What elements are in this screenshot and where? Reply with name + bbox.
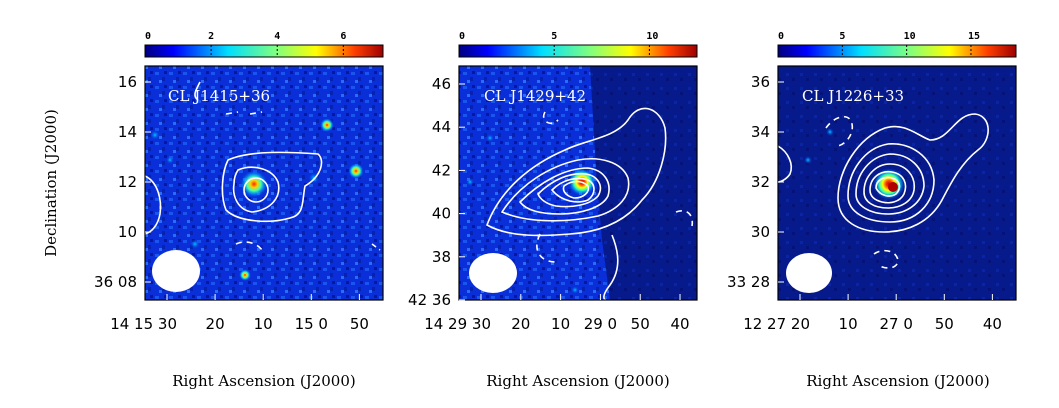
contours xyxy=(777,113,989,269)
x-tick-label: 14 29 30 xyxy=(424,315,491,333)
x-tick-label: 40 xyxy=(983,315,1002,333)
colorbar-tick-label: 0 xyxy=(145,31,151,42)
y-tick-label: 36 xyxy=(751,73,770,91)
x-axis-title: Right Ascension (J2000) xyxy=(806,372,989,390)
y-tick-label: 38 xyxy=(432,248,451,266)
x-tick-label: 20 xyxy=(206,315,225,333)
y-tick-labels: 42 36 38 40 42 44 46 xyxy=(408,75,465,309)
colorbar-tick-label: 6 xyxy=(340,31,346,42)
x-tick-label: 15 0 xyxy=(295,315,328,333)
panel-cl-j1226: 0 5 10 15 12 27 20 10 27 0 50 40 33 2830323436 … xyxy=(727,31,1017,390)
x-axis-title: Right Ascension (J2000) xyxy=(486,372,669,390)
y-axis-title: Declination (J2000) xyxy=(42,109,60,257)
x-axis-title: Right Ascension (J2000) xyxy=(172,372,355,390)
colorbar-tick-label: 5 xyxy=(551,31,557,42)
dark-region xyxy=(590,66,697,300)
y-tick-labels: 33 28 30 32 34 36 xyxy=(727,73,784,291)
colorbar xyxy=(144,44,384,58)
y-tick-label: 44 xyxy=(432,118,451,136)
x-tick-labels: 12 27 20 10 27 0 50 40 xyxy=(743,294,1002,333)
x-tick-label: 10 xyxy=(551,315,570,333)
x-tick-label: 50 xyxy=(935,315,954,333)
y-tick-label: 36 08 xyxy=(94,273,137,291)
x-tick-labels: 14 29 30 20 10 29 0 50 40 xyxy=(424,294,690,333)
frame xyxy=(777,65,1017,301)
colorbar xyxy=(458,44,698,58)
x-tick-label: 12 27 20 xyxy=(743,315,810,333)
colorbar-tick-label: 15 xyxy=(968,31,980,42)
x-tick-label: 50 xyxy=(631,315,650,333)
y-tick-label: 40 xyxy=(432,205,451,223)
y-tick-labels: 36 08 10 12 14 16 xyxy=(94,73,151,291)
x-tick-label: 29 0 xyxy=(584,315,617,333)
colorbar-tick-label: 10 xyxy=(904,31,916,42)
x-tick-label: 27 0 xyxy=(879,315,912,333)
y-tick-label: 12 xyxy=(118,173,137,191)
y-tick-label: 42 36 xyxy=(408,291,451,309)
x-tick-label: 50 xyxy=(350,315,369,333)
colorbar xyxy=(777,44,1017,58)
colorbar-ticks: 0 5 10 xyxy=(459,31,658,57)
x-tick-label: 20 xyxy=(511,315,530,333)
panel-title: CL J1429+42 xyxy=(484,87,586,105)
contours xyxy=(486,107,694,301)
beam xyxy=(152,250,200,292)
panel-title: CL J1226+33 xyxy=(802,87,904,105)
y-tick-label: 10 xyxy=(118,223,137,241)
colorbar-tick-label: 4 xyxy=(274,31,280,42)
frame xyxy=(458,65,698,301)
y-tick-label: 32 xyxy=(751,173,770,191)
beam xyxy=(786,253,832,293)
y-tick-label: 14 xyxy=(118,123,137,141)
frame xyxy=(144,65,384,301)
colorbar-tick-label: 5 xyxy=(839,31,845,42)
y-tick-label: 33 28 xyxy=(727,273,770,291)
x-tick-labels: 14 15 30 20 10 15 0 50 xyxy=(110,294,369,333)
y-tick-label: 16 xyxy=(118,73,137,91)
colorbar-ticks: 0 2 4 6 xyxy=(145,31,346,57)
colorbar-tick-label: 2 xyxy=(208,31,214,42)
colorbar-tick-label: 10 xyxy=(646,31,658,42)
y-tick-label: 30 xyxy=(751,223,770,241)
panel-cl-j1429: 0 5 10 14 29 30 20 10 29 0 50 40 42 36384042444… xyxy=(408,31,698,390)
beam xyxy=(469,253,517,293)
panel-title: CL J1415+36 xyxy=(168,87,270,105)
x-tick-label: 10 xyxy=(254,315,273,333)
contours xyxy=(144,81,381,251)
y-tick-label: 42 xyxy=(432,161,451,179)
colorbar-ticks: 0 5 10 15 xyxy=(778,31,980,57)
colorbar-tick-label: 0 xyxy=(459,31,465,42)
y-tick-label: 34 xyxy=(751,123,770,141)
x-tick-label: 40 xyxy=(670,315,689,333)
x-tick-label: 10 xyxy=(839,315,858,333)
y-tick-label: 46 xyxy=(432,75,451,93)
colorbar-tick-label: 0 xyxy=(778,31,784,42)
x-tick-label: 14 15 30 xyxy=(110,315,177,333)
